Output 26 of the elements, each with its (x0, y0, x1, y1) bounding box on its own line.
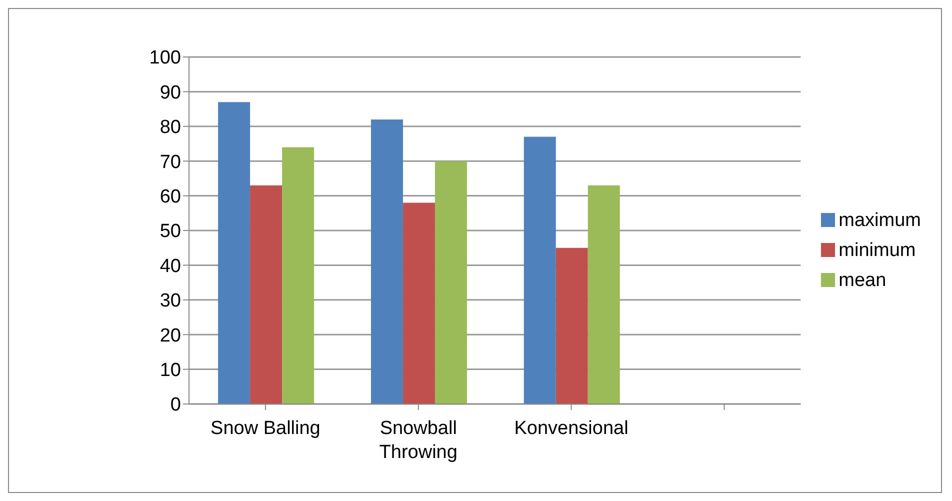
legend-label: minimum (838, 240, 916, 260)
x-tick-label: Konvensional (514, 418, 628, 439)
y-tick-label: 60 (160, 186, 181, 208)
bar (524, 136, 556, 404)
bar (402, 202, 435, 404)
y-tick-label: 0 (170, 394, 181, 416)
y-tick-label: 30 (160, 290, 181, 312)
bar (250, 185, 282, 404)
y-tick-label: 10 (160, 360, 181, 382)
y-tick-label: 80 (160, 117, 181, 138)
legend-label: maximum (838, 210, 921, 230)
legend-label: mean (838, 270, 886, 290)
bar (282, 147, 314, 404)
bar (218, 102, 250, 404)
y-tick-label: 100 (149, 48, 181, 69)
bar (556, 248, 588, 404)
y-tick-label: 50 (160, 221, 181, 242)
y-tick-label: 90 (160, 82, 181, 104)
y-tick-label: 20 (160, 325, 181, 346)
y-tick-label: 70 (160, 152, 181, 173)
bar (370, 119, 403, 404)
x-tick-label: Snowball Throwing (379, 418, 458, 463)
bar (434, 161, 467, 404)
y-tick-label: 40 (160, 256, 181, 277)
bar (588, 185, 620, 404)
x-tick-label: Snow Balling (210, 418, 320, 439)
